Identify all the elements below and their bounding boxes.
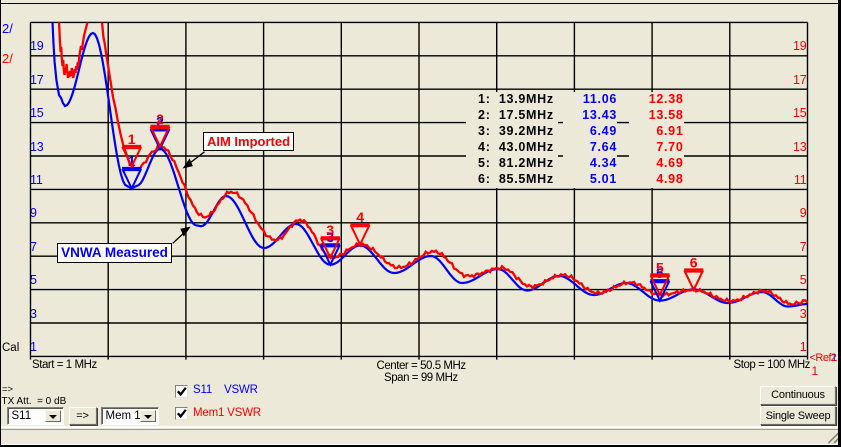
svg-text:3: 3 bbox=[326, 222, 334, 238]
svg-text:5: 5 bbox=[656, 265, 664, 281]
svg-text:2: 2 bbox=[156, 113, 164, 129]
svg-text:1: 1 bbox=[128, 153, 136, 169]
svg-text:4: 4 bbox=[356, 209, 364, 225]
svg-text:6: 6 bbox=[690, 254, 698, 270]
svg-text:1: 1 bbox=[128, 131, 136, 147]
svg-text:2: 2 bbox=[156, 111, 164, 127]
svg-text:5: 5 bbox=[656, 259, 664, 275]
